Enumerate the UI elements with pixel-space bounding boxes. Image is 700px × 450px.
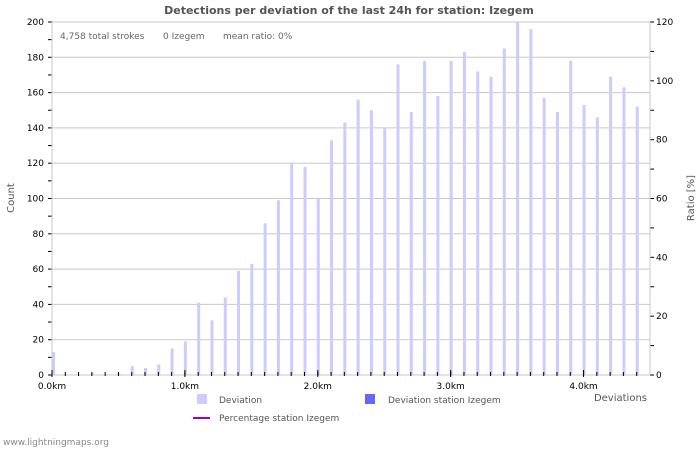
bar-deviation xyxy=(529,29,533,376)
bar-deviation xyxy=(369,110,373,375)
bar-deviation xyxy=(157,364,161,375)
y-tick-label: 180 xyxy=(27,53,44,63)
bar-deviation xyxy=(210,320,214,375)
bar-deviation xyxy=(449,60,453,376)
bar-deviation xyxy=(183,341,187,375)
y2-axis-label: Ratio [%] xyxy=(686,175,697,221)
footer-credit: www.lightningmaps.org xyxy=(3,438,109,448)
bar-deviation xyxy=(542,97,546,376)
bar-deviation xyxy=(223,297,227,375)
y-tick-label: 60 xyxy=(33,265,45,275)
bar-deviation xyxy=(582,104,586,375)
y-tick-label: 160 xyxy=(27,89,44,99)
x-axis-label: Deviations xyxy=(594,393,647,404)
bar-deviation xyxy=(476,71,480,376)
y-tick-label: 100 xyxy=(27,195,44,205)
annotation-total: 4,758 total strokes xyxy=(60,32,145,42)
bar-deviation xyxy=(170,348,174,375)
y-tick-label: 0 xyxy=(38,371,44,381)
bar-deviation xyxy=(489,76,493,375)
y-tick-label: 80 xyxy=(33,230,45,240)
bar-deviation xyxy=(595,117,599,375)
y-tick-label: 20 xyxy=(33,336,45,346)
bar-deviation xyxy=(622,87,626,376)
y-tick-label: 200 xyxy=(27,18,44,28)
annotation-station: 0 Izegem xyxy=(163,32,205,42)
bar-deviation xyxy=(316,198,320,375)
x-tick-label: 2.0km xyxy=(304,382,332,392)
bar-deviation xyxy=(52,352,55,375)
bar-deviation xyxy=(356,99,360,375)
bar-deviation xyxy=(330,140,334,375)
bar-deviation xyxy=(569,60,573,376)
y2-tick-label: 80 xyxy=(656,136,668,146)
y2-tick-label: 40 xyxy=(656,253,668,263)
y-tick-label: 140 xyxy=(27,124,44,134)
bar-deviation xyxy=(276,200,280,375)
bar-deviation xyxy=(635,106,639,375)
bar-deviation xyxy=(303,166,307,375)
y2-tick-label: 20 xyxy=(656,312,668,322)
y2-tick-label: 120 xyxy=(656,18,673,28)
bar-deviation xyxy=(423,60,427,376)
bar-deviation xyxy=(130,366,134,375)
legend-label-station: Deviation station Izegem xyxy=(388,396,501,406)
bar-deviation xyxy=(516,22,520,375)
bar-deviation xyxy=(609,76,613,375)
bar-deviation xyxy=(555,112,559,375)
legend-label-deviation: Deviation xyxy=(219,396,262,406)
bar-deviation xyxy=(237,270,241,375)
x-tick-label: 4.0km xyxy=(569,382,597,392)
bar-deviation xyxy=(383,127,387,376)
bar-deviation xyxy=(409,112,413,375)
bar-deviation xyxy=(396,64,400,376)
bar-deviation xyxy=(144,367,148,375)
x-tick-label: 3.0km xyxy=(437,382,465,392)
legend-swatch-deviation xyxy=(197,394,207,404)
chart-title: Detections per deviation of the last 24h… xyxy=(164,4,534,17)
bar-deviation xyxy=(343,122,347,375)
y2-tick-label: 0 xyxy=(656,371,662,381)
y-axis-label: Count xyxy=(6,183,17,213)
y-tick-label: 120 xyxy=(27,159,44,169)
bar-deviation xyxy=(436,96,440,375)
bar-deviation xyxy=(263,223,267,375)
legend-label-percentage: Percentage station Izegem xyxy=(219,414,339,424)
y-tick-label: 40 xyxy=(33,300,45,310)
bar-deviation xyxy=(290,163,294,375)
bar-deviation xyxy=(462,52,466,375)
bar-deviation xyxy=(250,263,254,375)
x-tick-label: 1.0km xyxy=(171,382,199,392)
bar-deviation xyxy=(502,48,506,375)
y2-tick-label: 100 xyxy=(656,77,673,87)
annotation-ratio: mean ratio: 0% xyxy=(223,32,293,42)
legend: Deviation Deviation station Izegem Perce… xyxy=(193,394,501,424)
bar-deviation xyxy=(197,302,201,375)
legend-swatch-station xyxy=(365,394,375,404)
y2-tick-label: 60 xyxy=(656,195,668,205)
x-tick-label: 0.0km xyxy=(38,382,66,392)
